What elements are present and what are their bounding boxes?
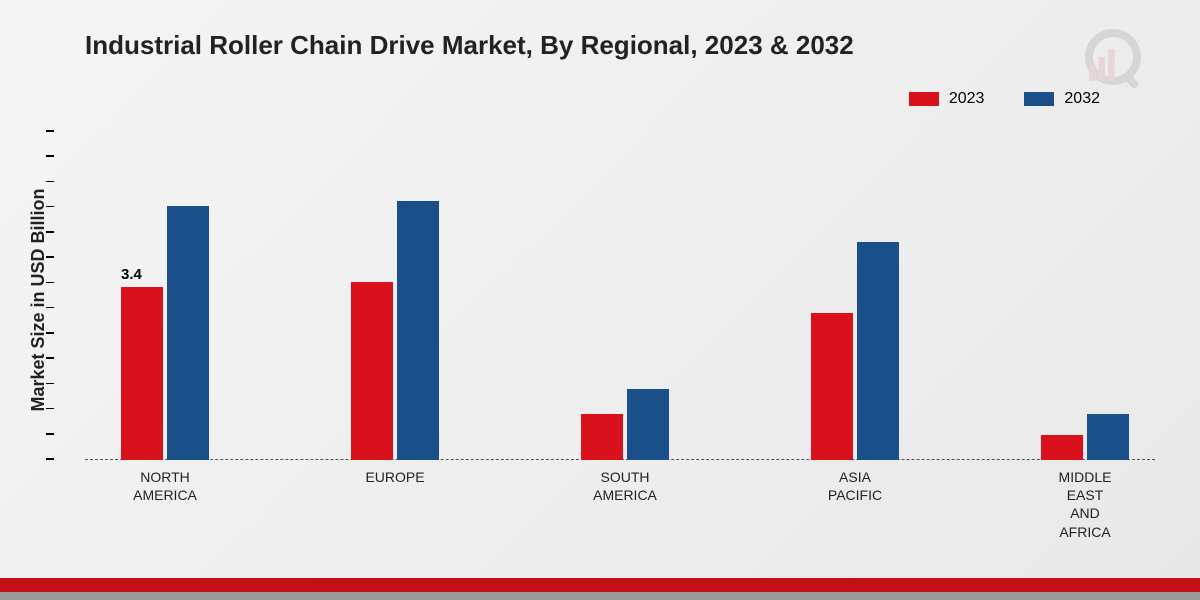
y-tick <box>46 155 54 157</box>
bar-group <box>811 242 899 460</box>
bottom-band <box>0 578 1200 600</box>
bottom-band-red <box>0 578 1200 592</box>
y-tick <box>46 307 54 309</box>
bar-2032 <box>397 201 439 460</box>
y-tick <box>46 231 54 233</box>
bar-2023 <box>581 414 623 460</box>
x-axis-label: ASIA PACIFIC <box>828 468 882 504</box>
y-tick <box>46 130 54 132</box>
y-tick <box>46 408 54 410</box>
bar-2032 <box>167 206 209 460</box>
x-axis-label: SOUTH AMERICA <box>593 468 657 504</box>
bottom-band-grey <box>0 592 1200 600</box>
y-tick <box>46 433 54 435</box>
bar-group <box>581 389 669 460</box>
bar-2023 <box>811 313 853 460</box>
legend: 2023 2032 <box>909 90 1100 108</box>
bar-group <box>1041 414 1129 460</box>
chart-area: 3.4 <box>85 130 1155 460</box>
bar-group <box>351 201 439 460</box>
bar-2032 <box>627 389 669 460</box>
legend-swatch-2023 <box>909 92 939 106</box>
bar-value-label: 3.4 <box>121 266 142 283</box>
y-tick <box>46 206 54 208</box>
legend-item-2032: 2032 <box>1024 90 1100 108</box>
legend-item-2023: 2023 <box>909 90 985 108</box>
x-axis-label: MIDDLE EAST AND AFRICA <box>1059 468 1112 541</box>
x-axis-label: NORTH AMERICA <box>133 468 197 504</box>
y-tick <box>46 181 54 183</box>
y-tick <box>46 357 54 359</box>
y-tick <box>46 383 54 385</box>
legend-swatch-2032 <box>1024 92 1054 106</box>
bar-2032 <box>857 242 899 460</box>
y-tick <box>46 458 54 460</box>
bar-2023 <box>1041 435 1083 460</box>
legend-label-2023: 2023 <box>949 90 985 108</box>
bar-2023 <box>351 282 393 460</box>
y-tick <box>46 282 54 284</box>
y-tick <box>46 256 54 258</box>
y-tick <box>46 332 54 334</box>
y-axis-ticks <box>46 130 54 460</box>
chart-title: Industrial Roller Chain Drive Market, By… <box>85 30 854 61</box>
legend-label-2032: 2032 <box>1064 90 1100 108</box>
bar-2032 <box>1087 414 1129 460</box>
bar-group: 3.4 <box>121 206 209 460</box>
bar-2023 <box>121 287 163 460</box>
x-axis-label: EUROPE <box>365 468 424 486</box>
